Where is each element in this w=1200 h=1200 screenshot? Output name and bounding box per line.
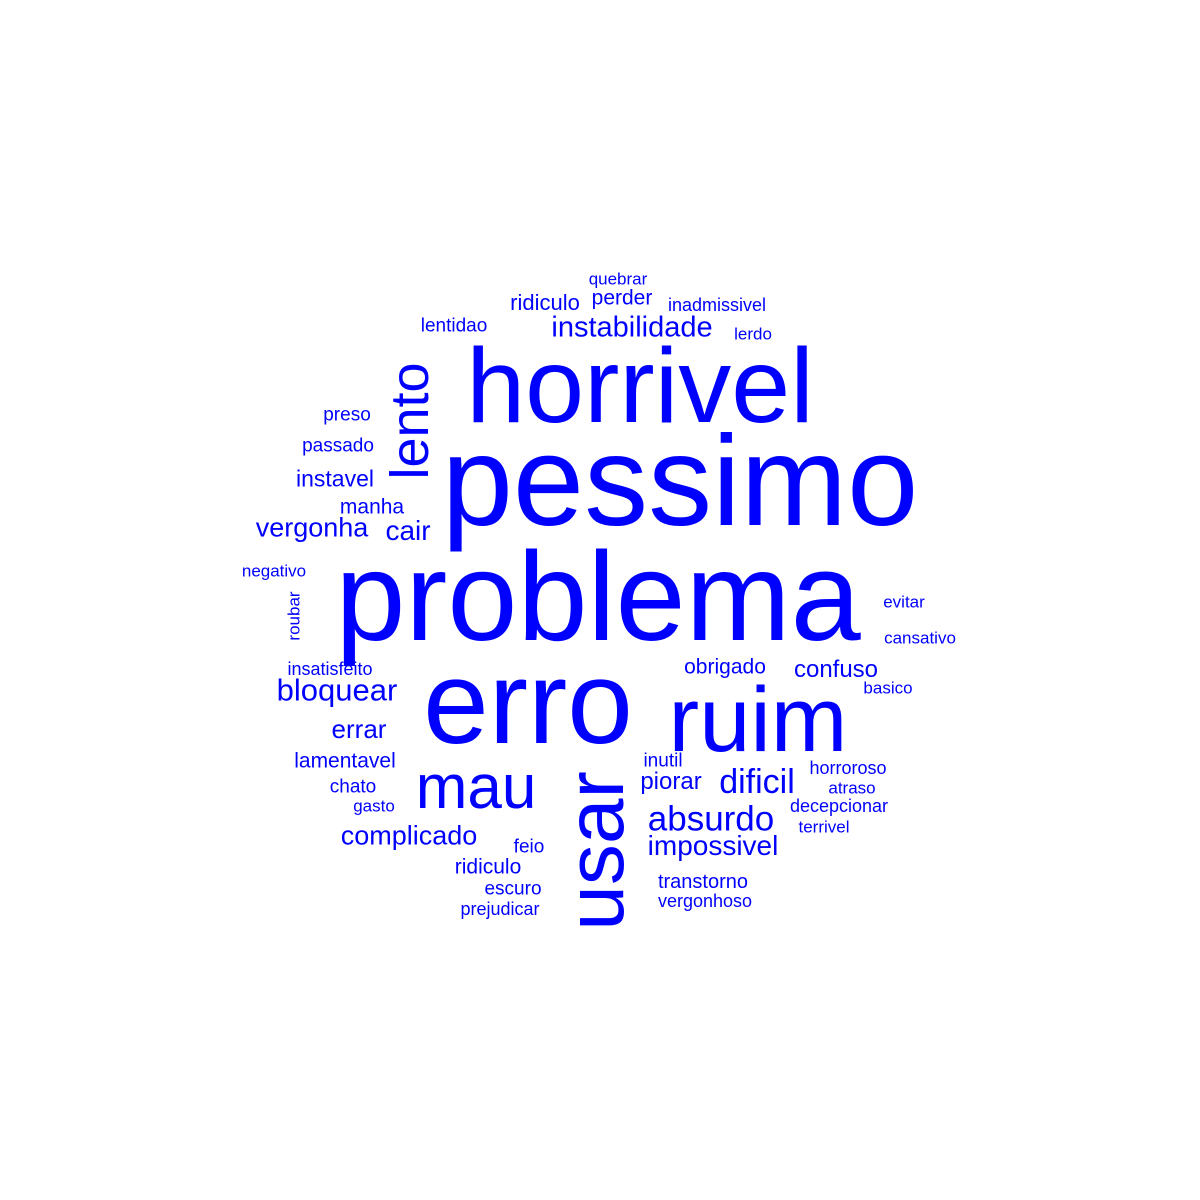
word-pessimo: pessimo <box>441 410 919 553</box>
word-evitar: evitar <box>883 592 925 612</box>
word-decepcionar: decepcionar <box>789 796 889 816</box>
word-piorar: piorar <box>640 768 702 795</box>
word-erro: erro <box>423 637 633 769</box>
word-ruim: ruim <box>668 669 848 771</box>
word-escuro: escuro <box>484 878 542 900</box>
word-mau: mau <box>415 753 537 822</box>
word-cansativo: cansativo <box>884 628 956 648</box>
word-insatisfeito: insatisfeito <box>287 659 373 679</box>
word-lento: lento <box>380 362 440 480</box>
word-problema: problema <box>335 526 861 667</box>
word-lamentavel: lamentavel <box>294 749 396 773</box>
word-instabilidade: instabilidade <box>551 311 713 344</box>
word-lentidao: lentidao <box>420 315 488 337</box>
word-vergonha: vergonha <box>255 512 369 543</box>
word-lerdo: lerdo <box>734 324 772 344</box>
word-roubar: roubar <box>284 591 304 641</box>
word-dificil: dificil <box>719 763 795 801</box>
word-obrigado: obrigado <box>684 655 766 679</box>
word-chato: chato <box>329 776 377 798</box>
word-horrivel: horrivel <box>466 327 814 445</box>
word-transtorno: transtorno <box>657 871 749 893</box>
word-complicado: complicado <box>340 820 478 851</box>
word-vergonhoso: vergonhoso <box>657 891 753 911</box>
word-usar: usar <box>550 771 641 931</box>
word-instavel: instavel <box>296 465 374 492</box>
word-prejudicar: prejudicar <box>460 899 540 919</box>
word-gasto: gasto <box>353 796 395 816</box>
word-atraso: atraso <box>828 778 876 798</box>
word-errar: errar <box>331 714 387 744</box>
word-feio: feio <box>513 836 545 858</box>
word-inutil: inutil <box>643 750 683 772</box>
word-ridiculo-bottom: ridiculo <box>454 855 522 879</box>
word-perder: perder <box>591 286 653 310</box>
word-passado: passado <box>302 435 374 457</box>
word-absurdo: absurdo <box>647 799 775 839</box>
word-confuso: confuso <box>793 656 879 683</box>
word-basico: basico <box>863 678 913 698</box>
word-negativo: negativo <box>241 561 307 581</box>
word-bloquear: bloquear <box>276 672 398 708</box>
word-cair: cair <box>385 515 431 546</box>
word-manha: manha <box>339 495 405 519</box>
word-preso: preso <box>323 404 371 426</box>
word-terrivel: terrivel <box>798 817 850 837</box>
word-impossivel: impossivel <box>647 830 779 861</box>
word-ridiculo-top: ridiculo <box>510 290 580 315</box>
word-quebrar: quebrar <box>588 269 648 289</box>
word-inadmissivel: inadmissivel <box>667 295 767 315</box>
word-horroroso: horroroso <box>809 758 887 778</box>
